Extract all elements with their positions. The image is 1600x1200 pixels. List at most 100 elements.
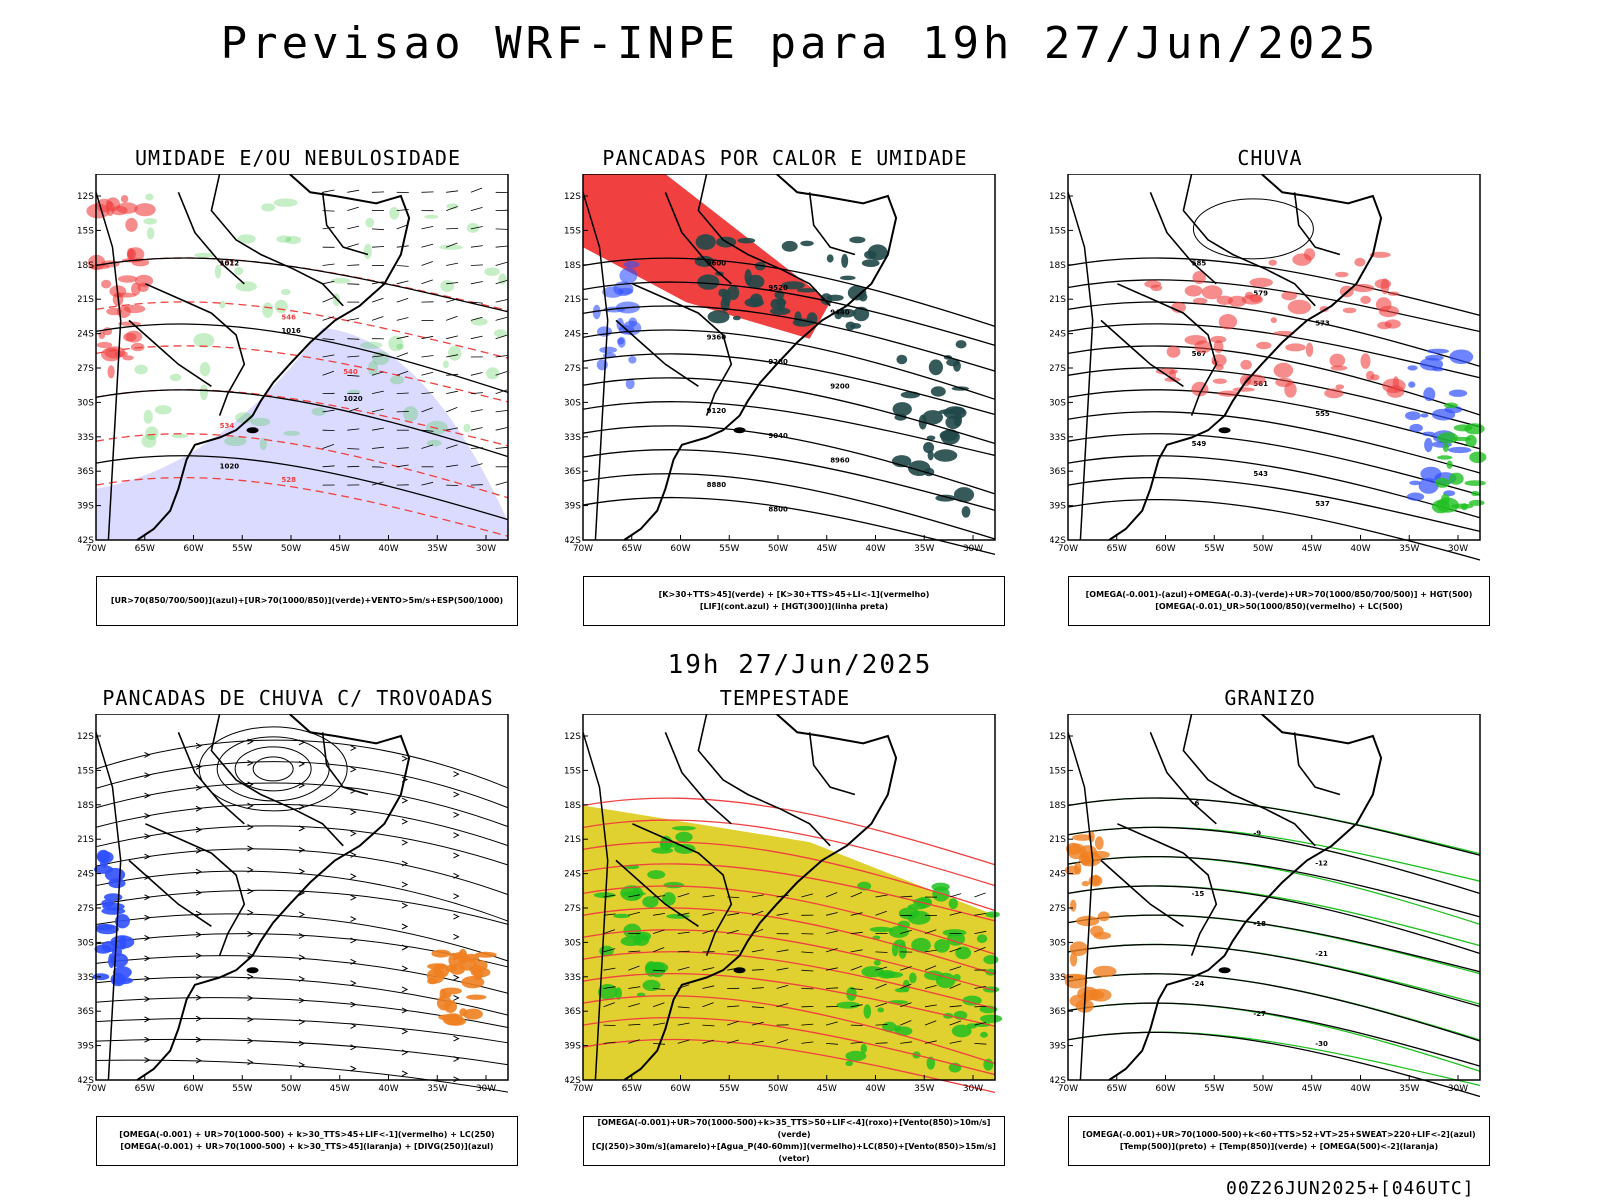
divergence-cell — [111, 945, 123, 957]
wind-vector — [751, 910, 764, 916]
lat-label: 30S — [565, 398, 581, 408]
lat-label: 33S — [565, 973, 581, 983]
country-border — [697, 714, 831, 847]
humidity-cell — [143, 218, 158, 225]
lagoa-patos — [1218, 427, 1231, 434]
wind-vector — [801, 951, 814, 954]
lat-label: 24S — [1050, 330, 1066, 340]
wind-vector — [371, 371, 384, 376]
instability-cell — [930, 386, 946, 397]
lon-label: 30W — [963, 1084, 983, 1094]
lat-label: 30S — [565, 938, 581, 948]
wind-area — [873, 960, 881, 966]
humidity-cell — [199, 362, 211, 377]
humidity-cell — [122, 355, 134, 361]
wind-vector — [628, 965, 640, 971]
lon-label: 40W — [378, 1084, 398, 1094]
wind-vector — [900, 1041, 913, 1044]
streamline-arrow — [350, 980, 357, 987]
panel-pancadas-trovoadas: PANCADAS DE CHUVA C/ TROVOADAS 12S 15S 18S 2… — [78, 686, 518, 1166]
humidity-cell — [403, 406, 419, 422]
wind-vector — [446, 282, 459, 285]
lat-label: 36S — [78, 467, 94, 477]
wind-area — [836, 1001, 860, 1009]
jet-area — [583, 805, 995, 1080]
streamline-arrow — [195, 742, 203, 749]
humidity-cell — [134, 274, 154, 287]
lat-label: 24S — [565, 330, 581, 340]
wind-vector — [974, 913, 987, 916]
contour-label: 549 — [1192, 440, 1207, 448]
streamline-arrow — [401, 818, 409, 825]
streamline-arrow — [247, 888, 254, 895]
humidity-cell — [237, 234, 256, 244]
omega-cell — [1091, 874, 1101, 886]
lon-label: 30W — [476, 1084, 496, 1094]
wind-vector — [470, 245, 483, 248]
legend-line: [K>30+TTS>45](verde) + [K>30+TTS>45+LI<-… — [658, 590, 930, 599]
rain-cell — [1287, 299, 1312, 315]
lat-label: 33S — [1050, 433, 1066, 443]
streamline-arrow — [298, 997, 306, 1004]
rain-cell — [1405, 411, 1421, 421]
water-contour — [582, 1016, 996, 1076]
wind-vector — [396, 317, 409, 321]
high-center — [198, 726, 348, 812]
wind-vector — [495, 355, 508, 358]
panel-granizo: GRANIZO -6 -9 -12 -15 -18 -21 -24 -27 -30 12S 15S 18… — [1050, 686, 1490, 1166]
wind-vector — [396, 447, 409, 449]
humidity-cell — [116, 202, 138, 214]
humidity-cell — [368, 361, 378, 376]
wind-area — [888, 925, 909, 938]
rain-cell — [1354, 257, 1366, 267]
wind-vector — [322, 465, 335, 468]
andes-border — [95, 192, 122, 541]
humidity-cell — [440, 280, 455, 292]
wind-vector — [727, 1020, 739, 1026]
lagoa-patos — [246, 427, 259, 434]
wind-vector — [677, 931, 690, 934]
streamline-arrow — [195, 847, 203, 854]
wind-vector — [702, 1024, 715, 1027]
storm-cell — [461, 976, 485, 989]
rain-cell — [1192, 297, 1208, 304]
height-contour — [1067, 476, 1481, 533]
streamline-arrow — [453, 832, 460, 839]
lon-label: 65W — [622, 1084, 642, 1094]
map-canvas: 58557957356756155554954353712S15S18S21S2… — [1050, 174, 1487, 561]
lon-label: 35W — [427, 544, 447, 554]
wind-vector — [421, 407, 433, 413]
contour-label: 9040 — [768, 432, 788, 440]
wind-vector — [702, 895, 715, 898]
instability-cell — [935, 494, 956, 502]
instability-cell — [737, 237, 756, 244]
wind-vector — [677, 966, 690, 971]
height-contour — [1067, 433, 1481, 496]
country-border — [145, 283, 246, 416]
lon-label: 45W — [330, 1084, 350, 1094]
streamline-arrow — [401, 755, 409, 762]
humidity-cell — [194, 252, 214, 258]
instability-cell — [841, 253, 849, 268]
streamline-arrow — [144, 1036, 151, 1043]
wind-vector — [751, 1006, 764, 1009]
pressure-contour — [95, 323, 509, 394]
map-frame — [1067, 174, 1481, 541]
map-frame — [582, 174, 996, 541]
storm-cell — [440, 987, 462, 995]
wind-vector — [371, 390, 384, 394]
wind-vector — [371, 408, 384, 413]
coastline — [1108, 174, 1383, 541]
humidity-cell — [262, 302, 274, 318]
humidity-cell — [439, 244, 463, 250]
streamline-arrow — [195, 763, 203, 770]
wind-area — [979, 1014, 1003, 1023]
streamline-arrow — [195, 952, 203, 959]
wind-vector — [322, 409, 335, 413]
panel-title: UMIDADE E/OU NEBULOSIDADE — [134, 146, 462, 170]
omega-cell — [1069, 941, 1088, 956]
streamline-arrow — [453, 1035, 460, 1042]
wind-vector — [702, 912, 715, 916]
lon-label: 60W — [1155, 544, 1175, 554]
wind-vector — [322, 338, 335, 341]
